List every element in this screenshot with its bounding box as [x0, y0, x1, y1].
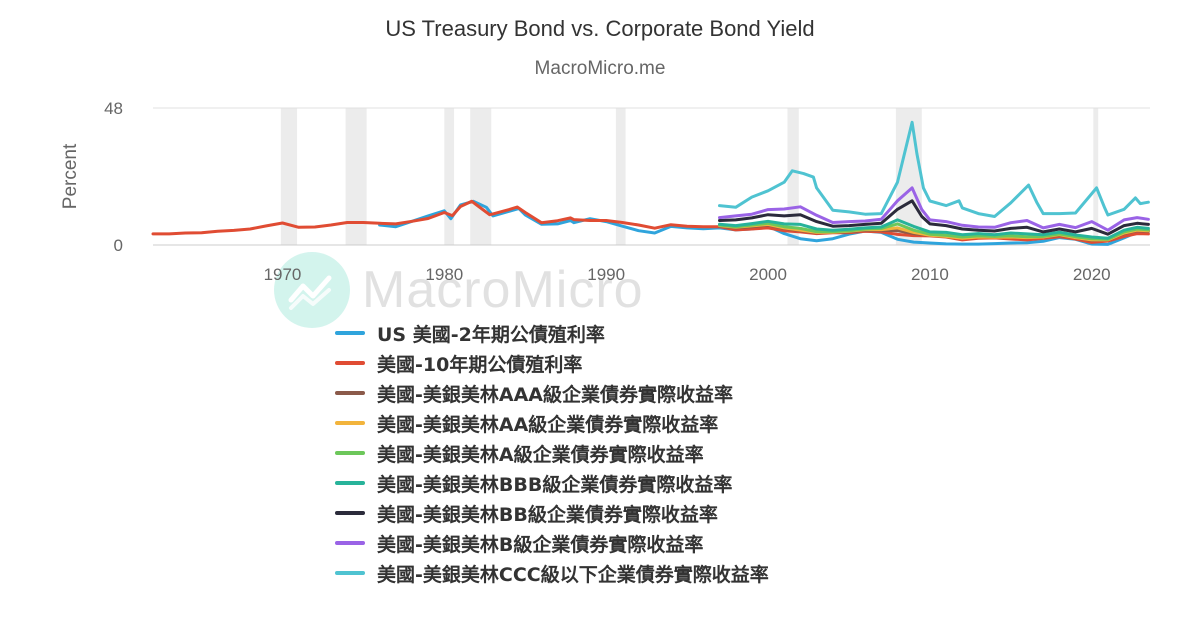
- series-line-8: [718, 120, 1150, 218]
- x-tick-label: 2000: [749, 265, 787, 284]
- series-lines: [151, 120, 1150, 246]
- recession-band-4: [615, 108, 626, 245]
- chart-subtitle: MacroMicro.me: [534, 58, 666, 79]
- legend-item[interactable]: 美國-美銀美林AAA級企業債券實際收益率: [335, 378, 769, 408]
- x-tick-label: 1980: [425, 265, 463, 284]
- legend-item[interactable]: 美國-美銀美林CCC級以下企業債券實際收益率: [335, 558, 769, 588]
- legend-swatch: [335, 421, 365, 425]
- axis-labels: 0 48 1970 1980 1990 2000 2010 2020 Percent: [60, 99, 1111, 284]
- recession-bands: [280, 108, 1099, 245]
- x-tick-label: 1990: [587, 265, 625, 284]
- legend-item[interactable]: 美國-美銀美林AA級企業債券實際收益率: [335, 408, 769, 438]
- legend-item[interactable]: US 美國-2年期公債殖利率: [335, 318, 769, 348]
- recession-band-0: [280, 108, 298, 245]
- legend: US 美國-2年期公債殖利率 美國-10年期公債殖利率美國-美銀美林AAA級企業債…: [335, 318, 769, 588]
- macromicro-logo-icon: [274, 252, 350, 328]
- legend-swatch: [335, 481, 365, 485]
- legend-label: 美國-美銀美林CCC級以下企業債券實際收益率: [377, 563, 769, 586]
- legend-swatch: [335, 331, 365, 335]
- legend-swatch: [335, 391, 365, 395]
- legend-label: 美國-美銀美林A級企業債券實際收益率: [377, 443, 704, 466]
- y-tick-label: 0: [114, 236, 123, 255]
- x-tick-label: 2020: [1073, 265, 1111, 284]
- y-axis-label: Percent: [60, 143, 81, 209]
- legend-label: 美國-美銀美林BB級企業債券實際收益率: [377, 503, 718, 526]
- series-line-7: [718, 186, 1150, 232]
- chart-title: US Treasury Bond vs. Corporate Bond Yiel…: [385, 16, 815, 41]
- legend-swatch: [335, 571, 365, 575]
- legend-swatch: [335, 511, 365, 515]
- legend-swatch: [335, 541, 365, 545]
- watermark-text: MacroMicro: [362, 261, 644, 319]
- legend-label: 美國-10年期公債殖利率: [377, 353, 583, 376]
- legend-label: 美國-美銀美林B級企業債券實際收益率: [377, 533, 704, 556]
- x-tick-label: 2010: [911, 265, 949, 284]
- recession-band-7: [1093, 108, 1099, 245]
- legend-item[interactable]: 美國-美銀美林B級企業債券實際收益率: [335, 528, 769, 558]
- recession-band-5: [787, 108, 799, 245]
- legend-swatch: [335, 361, 365, 365]
- legend-label: 美國-美銀美林AAA級企業債券實際收益率: [377, 383, 734, 406]
- x-tick-label: 1970: [264, 265, 302, 284]
- legend-item[interactable]: 美國-美銀美林A級企業債券實際收益率: [335, 438, 769, 468]
- series-line-6: [718, 199, 1150, 236]
- recession-band-2: [444, 108, 455, 245]
- legend-label: 美國-美銀美林BBB級企業債券實際收益率: [377, 473, 733, 496]
- legend-item[interactable]: 美國-美銀美林BBB級企業債券實際收益率: [335, 468, 769, 498]
- legend-swatch: [335, 451, 365, 455]
- y-tick-label: 48: [104, 99, 123, 118]
- series-line-5: [718, 218, 1150, 240]
- recession-band-1: [345, 108, 367, 245]
- legend-item[interactable]: 美國-美銀美林BB級企業債券實際收益率: [335, 498, 769, 528]
- legend-item[interactable]: 美國-10年期公債殖利率: [335, 348, 769, 378]
- legend-label: 美國-美銀美林AA級企業債券實際收益率: [377, 413, 719, 436]
- legend-label: US 美國-2年期公債殖利率: [377, 323, 605, 346]
- series-line-4: [718, 221, 1150, 241]
- watermark: MacroMicro: [274, 250, 644, 330]
- recession-band-3: [470, 108, 492, 245]
